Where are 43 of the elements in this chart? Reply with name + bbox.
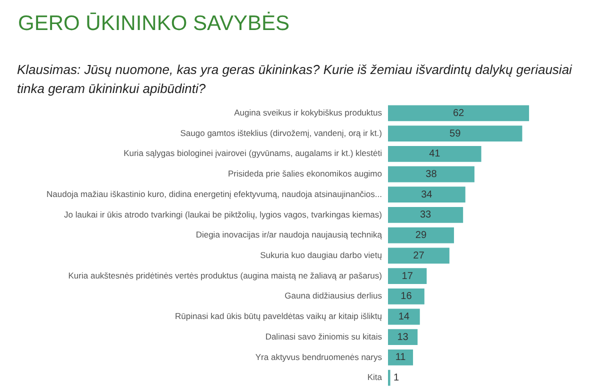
bar [388,248,450,264]
data-label: 16 [400,291,412,302]
y-tick-label: Naudoja mažiau iškastinio kuro, didina energetinį efektyvumą, naudoja atsinaujinančios... [46,188,382,199]
data-label: 34 [421,189,433,200]
y-tick-label: Dalinasi savo žiniomis su kitais [265,331,382,342]
y-tick-label: Saugo gamtos išteklius (dirvožemį, vandenį, orą ir kt.) [180,128,382,138]
bar [388,146,482,162]
bar [388,166,474,182]
data-label: 38 [426,169,438,180]
y-tick-label: Prisideda prie šalies ekonomikos augimo [228,168,382,179]
bar [388,186,466,203]
y-tick-label: Kita [367,372,382,382]
bar [388,227,454,244]
bar [388,350,414,366]
bar [388,268,427,284]
bar [388,329,418,346]
bar [388,288,424,304]
y-tick-label: Kuria aukštesnės pridėtinės vertės produktus (augina maistą ne žaliavą ar pašarus) [68,270,382,280]
bar [388,126,522,142]
y-tick-label: Sukuria kuo daugiau darbo vietų [260,250,382,260]
y-tick-label: Yra aktyvus bendruomenės narys [255,352,382,362]
bar [388,105,530,122]
data-label: 29 [415,230,427,242]
data-label: 33 [420,210,432,221]
text: GERO ŪKININKO SAVYBĖS [18,12,290,36]
data-label: 11 [395,352,406,364]
data-label: 27 [413,250,425,262]
y-tick-label: Diegia inovacijas ir/ar naudoja naujausią techniką [196,230,382,240]
y-tick-label: Rūpinasi kad ūkis būtų paveldėtas vaikų ar kitaip išliktų [175,311,382,322]
y-tick-label: Augina sveikus ir kokybiškus produktus [234,108,382,118]
data-label: 41 [429,148,441,160]
y-tick-label: Jo laukai ir ūkis atrodo tvarkingi (laukai be piktžolių, lygios vagos, tvarkingas kiemas) [64,209,382,220]
chart-subtitle: Klausimas: Jūsų nuomone, kas yra geras ūkininkas? Kurie iš žemiau išvardintų dalykų geriausiai tinka geram ūkininkui apibūdinti? [17,61,574,98]
bar [388,207,464,223]
bar [388,308,420,325]
data-label: 17 [402,270,414,282]
data-label: 59 [450,128,462,140]
data-label: 14 [398,312,410,322]
data-label: 13 [397,332,409,343]
data-label: 1 [393,372,400,384]
y-tick-label: Kuria sąlygas biologinei įvairovei (gyvūnams, augalams ir kt.) klestėti [124,148,382,158]
data-label: 62 [452,108,465,119]
y-tick-label: Gauna didžiausius derlius [284,290,382,301]
